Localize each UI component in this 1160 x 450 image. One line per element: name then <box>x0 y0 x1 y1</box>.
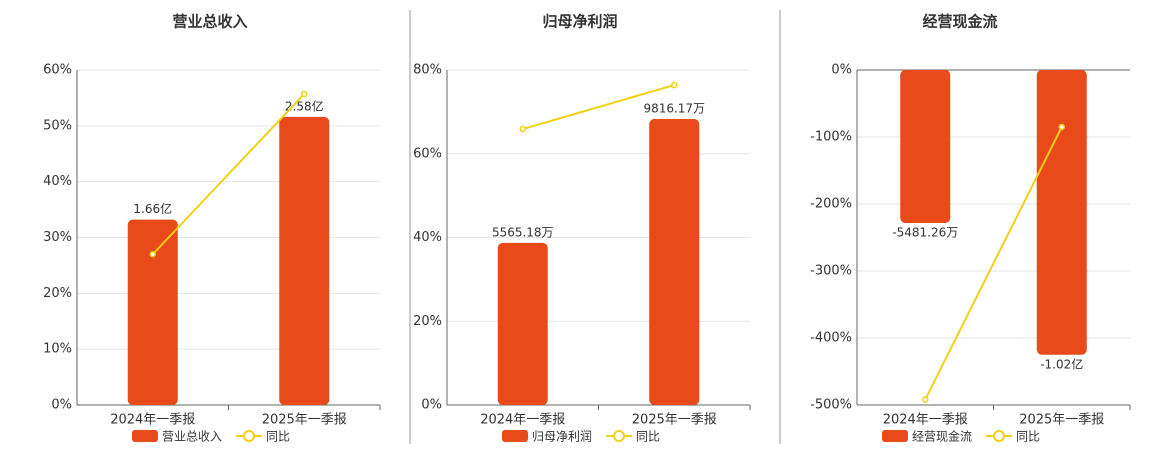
line-point <box>301 90 308 98</box>
x-tick-label: 2024年一季报 <box>480 413 565 428</box>
value-label: 9816.17万 <box>643 102 705 116</box>
y-tick-label: 0% <box>421 398 442 413</box>
line-point <box>519 125 526 133</box>
y-tick-label: 60% <box>43 63 72 78</box>
value-label: 1.66亿 <box>133 201 172 216</box>
line-point <box>149 251 156 258</box>
x-tick-label: 2024年一季报 <box>883 413 968 428</box>
chart-title: 经营现金流 <box>922 13 997 31</box>
y-tick-label: 80% <box>413 63 442 78</box>
value-label: -1.02亿 <box>1040 356 1083 371</box>
legend-label: 营业总收入 <box>162 430 222 444</box>
chart-title: 营业总收入 <box>172 13 247 31</box>
value-label: -5481.26万 <box>892 226 958 240</box>
legend-swatch <box>243 430 255 442</box>
value-label: 2.58亿 <box>285 98 324 113</box>
bar <box>900 70 951 224</box>
line-point <box>922 396 929 403</box>
legend-swatch <box>132 430 158 442</box>
line-point <box>671 81 678 89</box>
bar <box>279 116 330 406</box>
y-tick-label: -500% <box>810 398 852 413</box>
legend-label: 归母净利润 <box>532 430 592 444</box>
legend-label: 同比 <box>266 430 290 444</box>
x-tick-label: 2025年一季报 <box>1019 413 1104 428</box>
legend-label: 同比 <box>636 430 660 444</box>
bar <box>1036 70 1087 355</box>
y-tick-label: -400% <box>810 331 852 346</box>
chart-title: 归母净利润 <box>542 13 617 31</box>
y-tick-label: -100% <box>810 130 852 145</box>
line <box>924 126 1063 401</box>
y-tick-label: 40% <box>413 230 442 245</box>
legend-swatch <box>882 430 908 442</box>
y-tick-label: 40% <box>43 174 72 189</box>
line <box>522 84 675 131</box>
y-tick-label: 10% <box>43 342 72 357</box>
y-tick-label: 20% <box>43 286 72 301</box>
legend-swatch <box>613 430 625 442</box>
y-tick-label: 30% <box>43 230 72 245</box>
y-tick-label: 50% <box>43 118 72 133</box>
line-point <box>1058 123 1065 131</box>
y-tick-label: 0% <box>831 63 852 78</box>
value-label: 5565.18万 <box>492 225 554 239</box>
bar <box>127 219 178 405</box>
y-tick-label: 20% <box>413 314 442 329</box>
y-tick-label: -300% <box>810 264 852 279</box>
y-tick-label: 0% <box>51 398 72 413</box>
bar <box>497 242 548 405</box>
legend-label: 经营现金流 <box>912 429 972 444</box>
line <box>152 93 305 255</box>
legend-swatch <box>993 430 1005 442</box>
legend-label: 同比 <box>1016 430 1040 444</box>
y-tick-label: -200% <box>810 197 852 212</box>
y-tick-label: 60% <box>413 146 442 161</box>
x-tick-label: 2025年一季报 <box>262 413 347 428</box>
x-tick-label: 2024年一季报 <box>110 413 195 428</box>
x-tick-label: 2025年一季报 <box>632 413 717 428</box>
legend-swatch <box>502 430 528 442</box>
bar <box>649 119 700 406</box>
